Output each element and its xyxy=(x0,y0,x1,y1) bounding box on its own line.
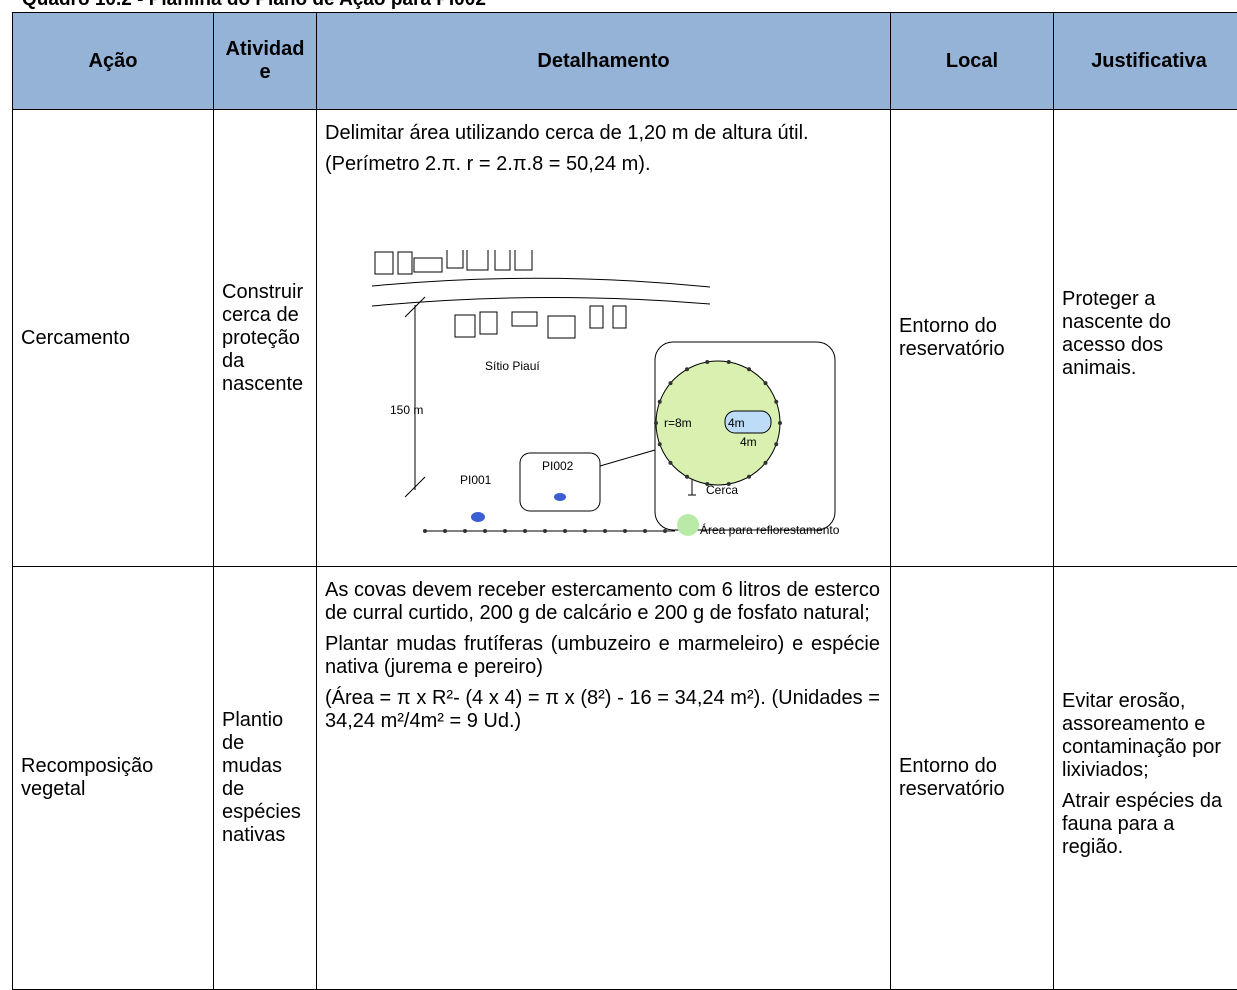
row: Cercamento Construir cerca de proteção d… xyxy=(13,110,1237,567)
detalhamento-cell: As covas devem receber estercamento com … xyxy=(317,567,891,990)
detalhamento-cell: Delimitar área utilizando cerca de 1,20 … xyxy=(317,110,891,567)
action-table: Ação Atividade Detalhamento Local Justif… xyxy=(12,12,1237,990)
header-cell: Justificativa xyxy=(1054,13,1237,110)
header-cell: Atividade xyxy=(214,13,317,110)
header-cell: Local xyxy=(891,13,1054,110)
header-row: Ação Atividade Detalhamento Local Justif… xyxy=(13,13,1237,110)
justificativa-cell: Proteger a nascente do acesso dos animai… xyxy=(1054,110,1237,567)
paragraph: (Área = π x R²- (4 x 4) = π x (8²) - 16 … xyxy=(325,687,880,733)
acao-cell: Recomposição vegetal xyxy=(13,567,214,990)
page: Quadro 10.2 - Planilha do Plano de Ação … xyxy=(0,0,1237,954)
header-cell: Ação xyxy=(13,13,214,110)
atividade-cell: Construir cerca de proteção da nascente xyxy=(214,110,317,567)
paragraph: Delimitar área utilizando cerca de 1,20 … xyxy=(325,122,880,145)
paragraph: Evitar erosão, assoreamento e contaminaç… xyxy=(1062,690,1236,782)
header-cell: Detalhamento xyxy=(317,13,891,110)
paragraph: Proteger a nascente do acesso dos animai… xyxy=(1062,288,1236,380)
atividade-cell: Plantio de mudas de espécies nativas xyxy=(214,567,317,990)
paragraph: Atrair espécies da fauna para a região. xyxy=(1062,790,1236,859)
paragraph: Plantar mudas frutíferas (umbuzeiro e ma… xyxy=(325,633,880,679)
paragraph: (Perímetro 2.π. r = 2.π.8 = 50,24 m). xyxy=(325,153,880,176)
row: Recomposição vegetal Plantio de mudas de… xyxy=(13,567,1237,990)
local-cell: Entorno do reservatório xyxy=(891,110,1054,567)
title: Quadro 10.2 - Planilha do Plano de Ação … xyxy=(22,0,486,11)
justificativa-cell: Evitar erosão, assoreamento e contaminaç… xyxy=(1054,567,1237,990)
paragraph: As covas devem receber estercamento com … xyxy=(325,579,880,625)
acao-cell: Cercamento xyxy=(13,110,214,567)
local-cell: Entorno do reservatório xyxy=(891,567,1054,990)
